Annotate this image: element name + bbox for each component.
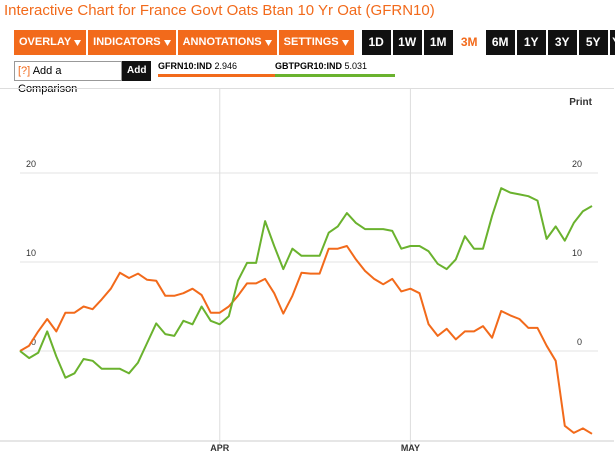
range-button[interactable]: 3Y	[547, 30, 577, 55]
y-tick-label-right: 10	[572, 248, 582, 258]
menu-button[interactable]: SETTINGS	[278, 30, 354, 55]
arrow	[264, 39, 272, 46]
menu-button[interactable]: INDICATORS	[88, 30, 176, 55]
range-button[interactable]: YTD	[609, 30, 615, 55]
y-tick-label-right: 0	[577, 337, 582, 347]
menu-label: INDICATORS	[93, 36, 161, 48]
title: Interactive Chart for France Govt Oats B…	[4, 2, 435, 19]
menu-button[interactable]: ANNOTATIONS	[177, 30, 277, 55]
legend-value: 5.031	[344, 61, 368, 71]
x-tick-label: MAY	[401, 443, 420, 453]
y-tick-label: 0	[31, 337, 36, 347]
arrow	[341, 39, 349, 46]
legend-entry: GFRN10:IND 2.946	[158, 61, 278, 77]
range-button[interactable]: 1Y	[516, 30, 546, 55]
menu-label: SETTINGS	[283, 36, 339, 48]
arrow	[74, 39, 82, 46]
range-button[interactable]: 3M	[454, 30, 484, 55]
arrow	[163, 39, 171, 46]
chart: 0 0 10 10 20 20 APR MAY	[0, 89, 614, 453]
legend-entry: GBTPGR10:IND 5.031	[275, 61, 395, 77]
menu-button[interactable]: OVERLAY	[14, 30, 87, 55]
range-button[interactable]: 1M	[423, 30, 453, 55]
legend-name: GFRN10:IND	[158, 61, 213, 71]
chart-area: Print 0 0 10 10 20 20 APR MAY	[0, 88, 614, 455]
help[interactable]: [?]	[18, 65, 31, 77]
menu-label: ANNOTATIONS	[182, 36, 262, 48]
dropdown-arrow	[74, 39, 82, 46]
dropdown-arrow	[341, 39, 349, 46]
placeholder: Add a Comparison	[18, 65, 78, 95]
comparison: [?] Add a Comparison Add	[14, 61, 152, 95]
y-tick-label: 20	[26, 159, 36, 169]
comparison-input[interactable]: [?] Add a Comparison	[14, 61, 122, 95]
range-button[interactable]: 1W	[392, 30, 422, 55]
range-button[interactable]: 5Y	[578, 30, 608, 55]
add-button[interactable]: Add	[122, 61, 152, 81]
range-button[interactable]: 6M	[485, 30, 515, 55]
y-tick-label: 10	[26, 248, 36, 258]
legend-swatch	[275, 74, 395, 77]
menu-label: OVERLAY	[19, 36, 72, 48]
y-tick-label-right: 20	[572, 159, 582, 169]
legend-swatch	[158, 74, 278, 77]
legend-value: 2.946	[214, 61, 238, 71]
toolbar: OVERLAY INDICATORS ANNOTATIONS SETTINGS 1D 1W…	[14, 30, 615, 55]
legend-name: GBTPGR10:IND	[275, 61, 343, 71]
dropdown-arrow	[264, 39, 272, 46]
series-line	[19, 245, 593, 435]
dropdown-arrow	[163, 39, 171, 46]
print-button[interactable]: Print	[569, 97, 592, 108]
range-button[interactable]: 1D	[361, 30, 391, 55]
series-line	[19, 187, 593, 379]
x-tick-label: APR	[210, 443, 230, 453]
